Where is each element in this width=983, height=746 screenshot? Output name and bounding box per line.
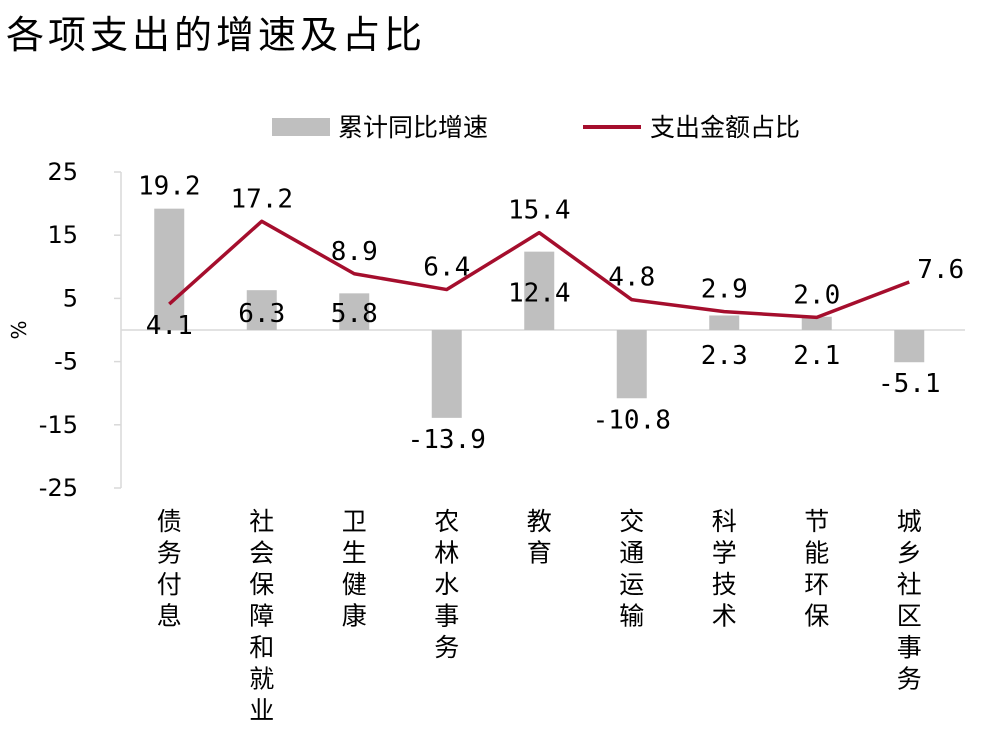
category-label: 科学技术 (712, 507, 737, 631)
line-series (168, 219, 910, 320)
y-axis-label: % (7, 320, 31, 339)
bar (524, 251, 555, 330)
category-label: 债务付息 (157, 507, 182, 631)
legend-bar-swatch (272, 118, 330, 136)
y-tick-label: -15 (39, 411, 78, 439)
category-label: 节能环保 (804, 507, 829, 631)
category-label: 社会保障和就业 (249, 507, 274, 725)
legend-bar-label: 累计同比增速 (338, 113, 488, 142)
category-label: 农林水事务 (434, 507, 459, 662)
bar-data-label: 5.8 (331, 299, 378, 329)
bar (616, 330, 647, 399)
bar-data-label: 12.4 (508, 279, 571, 309)
category-label: 城乡社区事务 (897, 507, 922, 694)
line-data-label: 7.6 (917, 255, 964, 285)
line-data-label: 2.9 (701, 275, 748, 305)
bar-data-label: 2.3 (701, 341, 748, 371)
bar (339, 293, 370, 330)
bar (801, 316, 832, 330)
line-data-label: 4.8 (608, 263, 655, 293)
legend: 累计同比增速 支出金额占比 (272, 113, 800, 142)
bar-series (154, 208, 925, 418)
y-tick-label: 15 (47, 221, 78, 249)
line-data-label: 8.9 (331, 237, 378, 267)
series-line (168, 219, 910, 320)
line-data-label: 2.0 (793, 280, 840, 310)
y-tick-label: 5 (63, 284, 78, 312)
line-data-label: 15.4 (508, 196, 571, 226)
bar-data-label: -13.9 (408, 425, 486, 455)
line-data-label: 17.2 (230, 184, 293, 214)
bar (894, 330, 925, 363)
bar (709, 315, 740, 330)
chart-title: 各项支出的增速及占比 (6, 13, 427, 57)
bar (246, 290, 277, 330)
y-tick-label: -25 (39, 474, 78, 502)
category-label: 卫生健康 (342, 507, 367, 631)
bar (431, 330, 462, 418)
category-labels: 债务付息 社会保障和就业 卫生健康 农林水事务 教育 交通运输 科学技术 节能环保 城乡社区事务 (157, 507, 922, 725)
bar-data-label: 6.3 (238, 299, 285, 329)
bar-data-label: 19.2 (138, 172, 201, 202)
legend-line-label: 支出金额占比 (650, 113, 800, 142)
bar-data-label: -10.8 (593, 405, 671, 435)
bar-data-label: 2.1 (793, 341, 840, 371)
category-label: 交通运输 (619, 507, 644, 631)
line-data-label: 6.4 (423, 253, 470, 283)
y-tick-label: -5 (54, 348, 78, 376)
line-data-label: 4.1 (146, 311, 193, 341)
bar (154, 208, 185, 330)
y-tick-label: 25 (47, 158, 78, 186)
category-label: 教育 (527, 507, 552, 568)
data-labels: 19.2 6.3 5.8 -13.9 12.4 -10.8 2.3 2.1 -5.1 4.1 17.… (138, 172, 964, 455)
bar-data-label: -5.1 (878, 369, 941, 399)
